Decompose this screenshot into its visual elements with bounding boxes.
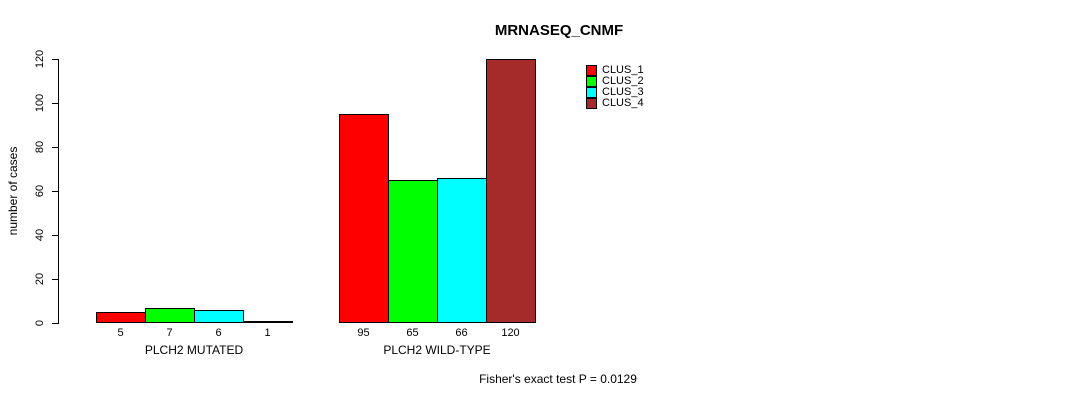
y-axis-tick-label: 100	[34, 93, 46, 113]
y-axis-tick	[52, 323, 58, 324]
bar-clus_2-group2	[388, 180, 438, 323]
bar-value-label: 7	[166, 327, 173, 339]
bar-clus_3-group2	[437, 178, 487, 323]
bar-clus_4-group2	[486, 59, 536, 323]
bar-clus_1-group1	[96, 312, 146, 323]
legend: CLUS_1 CLUS_2 CLUS_3 CLUS_4	[586, 65, 644, 109]
fisher-test-annotation: Fisher's exact test P = 0.0129	[479, 372, 637, 386]
bar-value-label: 65	[406, 327, 419, 339]
y-axis-tick	[52, 279, 58, 280]
bar-clus_4-group1	[243, 321, 293, 323]
y-axis-label: number of cases	[6, 146, 20, 236]
legend-entry-clus_2: CLUS_2	[586, 76, 644, 87]
bar-value-label: 1	[264, 327, 271, 339]
y-axis-line	[58, 59, 59, 324]
category-label-wild-type: PLCH2 WILD-TYPE	[383, 343, 491, 357]
legend-label: CLUS_1	[602, 64, 644, 76]
bar-value-label: 66	[455, 327, 468, 339]
legend-entry-clus_4: CLUS_4	[586, 98, 644, 109]
legend-swatch-clus_4	[586, 98, 597, 109]
y-axis-tick-label: 120	[34, 49, 46, 69]
y-axis-tick	[52, 103, 58, 104]
bar-value-label: 5	[117, 327, 124, 339]
y-axis-tick-label: 40	[34, 228, 46, 242]
y-axis-tick-label: 80	[34, 140, 46, 154]
legend-entry-clus_1: CLUS_1	[586, 65, 644, 76]
bar-clus_3-group1	[194, 310, 244, 323]
y-axis-tick	[52, 235, 58, 236]
bar-clus_2-group1	[145, 308, 195, 323]
y-axis-tick-label: 60	[34, 184, 46, 198]
legend-entry-clus_3: CLUS_3	[586, 87, 644, 98]
bar-value-label: 120	[501, 327, 520, 339]
bar-clus_1-group2	[339, 114, 389, 323]
legend-label: CLUS_2	[602, 75, 644, 87]
legend-swatch-clus_2	[586, 76, 597, 87]
y-axis-tick	[52, 191, 58, 192]
legend-swatch-clus_3	[586, 87, 597, 98]
legend-label: CLUS_4	[602, 97, 644, 109]
bar-value-label: 95	[357, 327, 370, 339]
y-axis-tick-label: 20	[34, 272, 46, 286]
chart-title: MRNASEQ_CNMF	[494, 22, 624, 39]
y-axis-tick	[52, 147, 58, 148]
legend-label: CLUS_3	[602, 86, 644, 98]
y-axis-tick-label: 0	[34, 319, 46, 327]
y-axis-tick	[52, 59, 58, 60]
category-label-mutated: PLCH2 MUTATED	[144, 343, 244, 357]
legend-swatch-clus_1	[586, 65, 597, 76]
bar-value-label: 6	[215, 327, 222, 339]
